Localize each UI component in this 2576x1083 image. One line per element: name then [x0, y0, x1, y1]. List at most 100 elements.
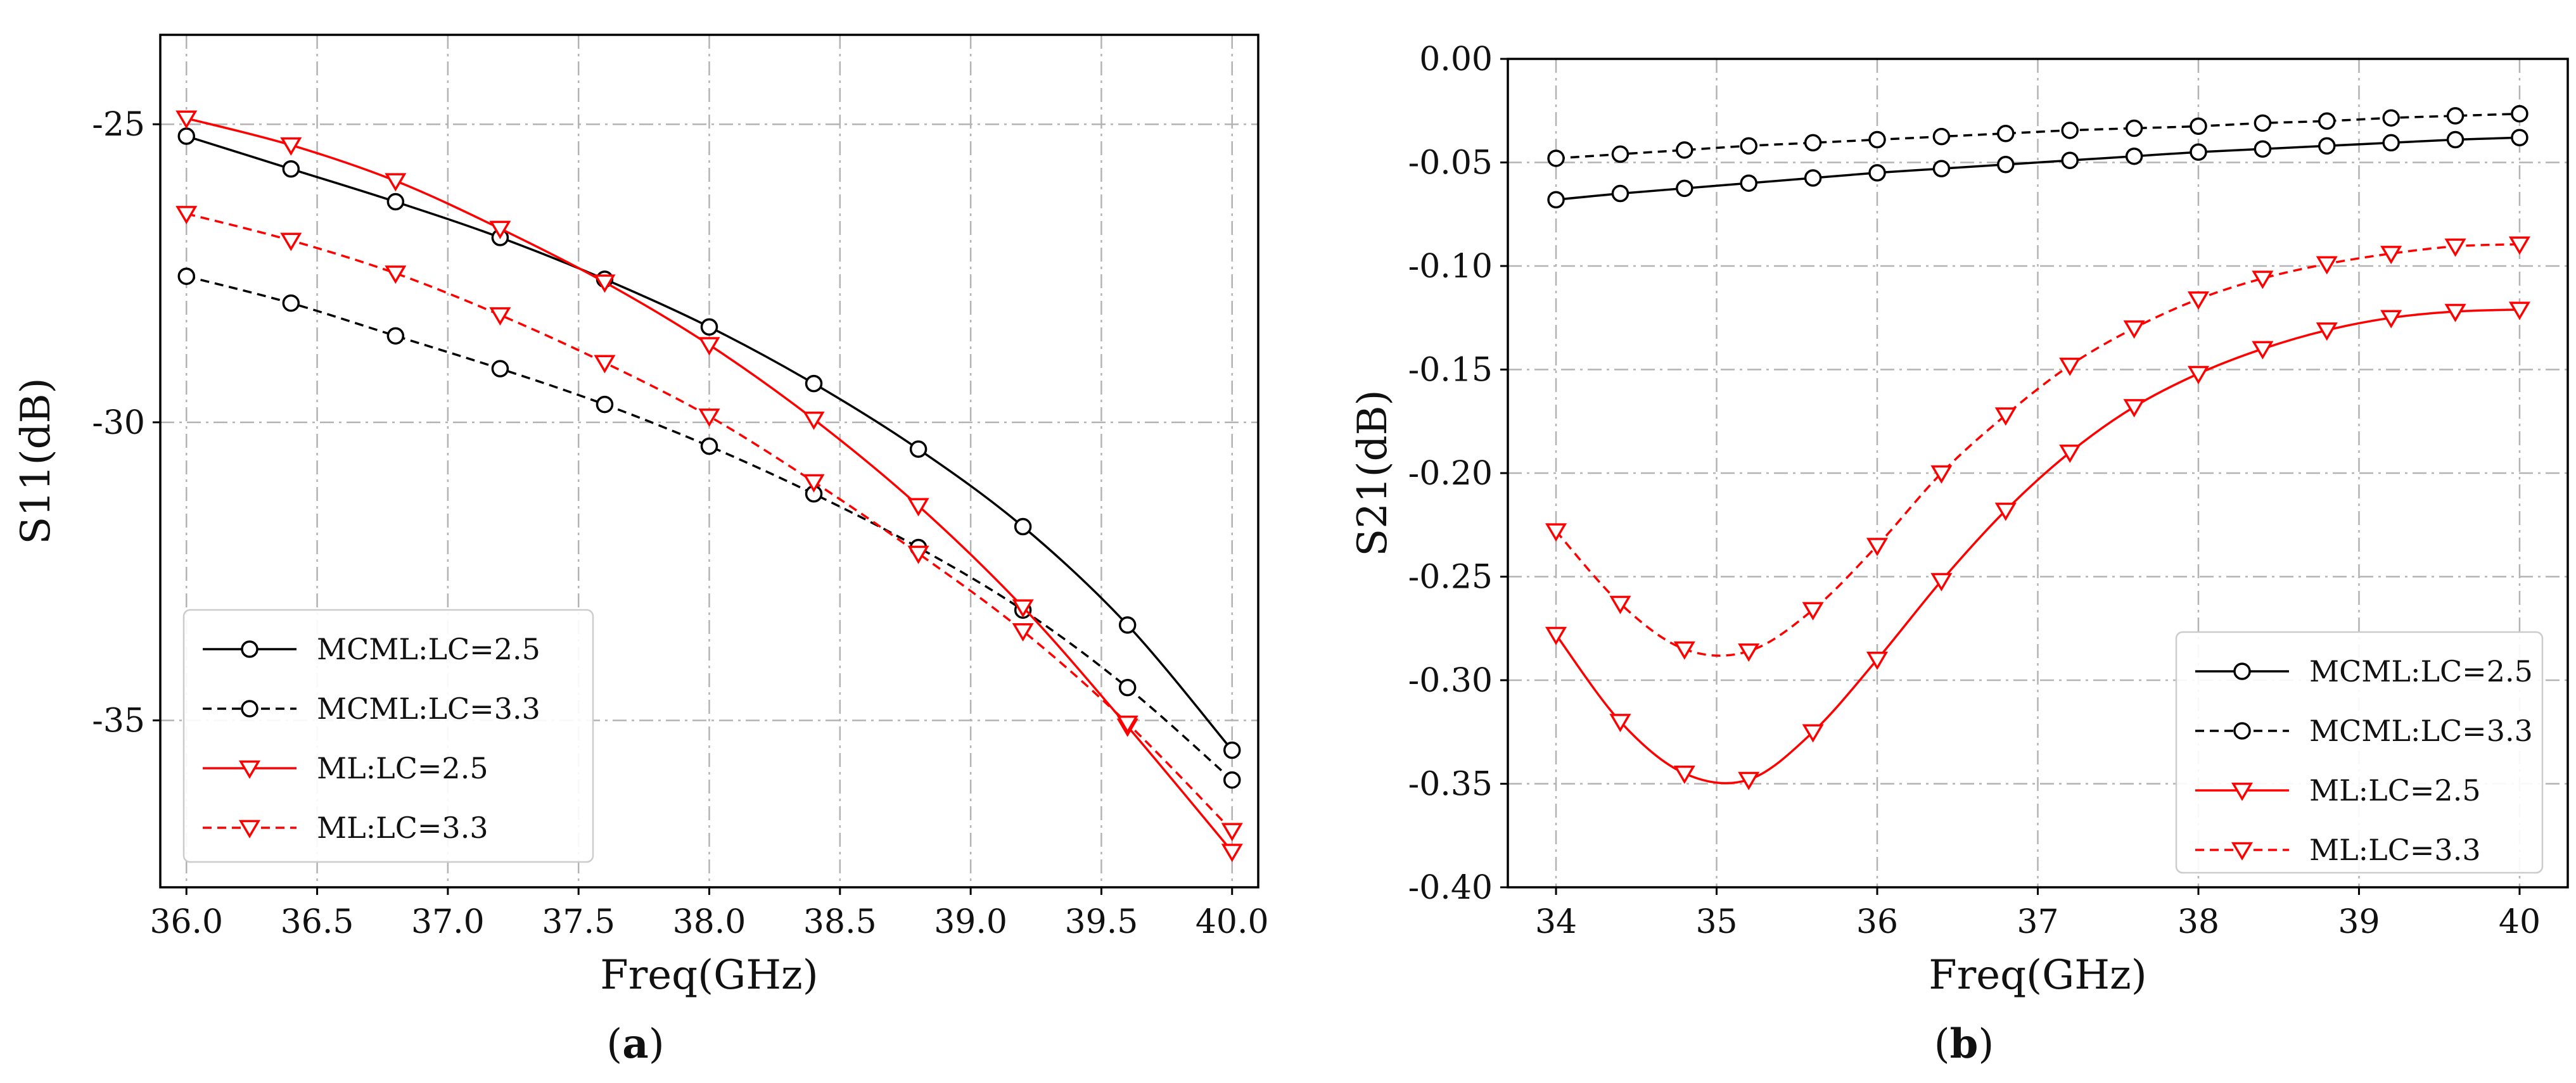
series-a-2	[175, 110, 1243, 863]
data-point-a-3-8	[1012, 623, 1034, 642]
legend-marker-b-0	[2233, 662, 2251, 680]
x-tick-label-b-1: 35	[1695, 903, 1737, 941]
caption-a-letter: a	[622, 1020, 648, 1068]
y-tick-label-b-8: -0.40	[1408, 869, 1493, 907]
data-point-a-2-10	[1221, 844, 1243, 863]
x-tick-label-a-5: 38.5	[803, 903, 877, 941]
legend-marker-b-2	[2231, 782, 2254, 801]
data-point-a-3-5	[698, 408, 720, 428]
data-point-b-0-11	[2254, 140, 2272, 158]
data-point-a-3-10	[1221, 823, 1243, 842]
data-point-a-1-2	[386, 327, 405, 345]
data-point-b-3-13	[2380, 246, 2402, 265]
series-b-2	[1545, 301, 2531, 790]
data-point-b-3-11	[2252, 270, 2274, 289]
series-a-1	[177, 267, 1241, 789]
data-point-b-1-4	[1804, 134, 1822, 152]
data-point-a-1-3	[491, 360, 509, 377]
series-b-1	[1547, 104, 2528, 167]
data-point-b-1-10	[2190, 117, 2207, 136]
x-axis-label-b: Freq(GHz)	[1929, 952, 2146, 999]
x-tick-label-a-1: 36.5	[281, 903, 354, 941]
y-tick-label-b-2: -0.10	[1408, 248, 1493, 286]
data-point-a-1-5	[700, 437, 718, 455]
data-point-a-3-0	[175, 206, 198, 225]
data-point-a-3-4	[594, 355, 616, 374]
legend-b: MCML:LC=2.5 MCML:LC=3.3 ML:LC=2.5 ML:LC=3.3	[2175, 631, 2544, 874]
data-point-b-2-12	[2316, 322, 2338, 341]
legend-label-a-3: ML:LC=3.3	[317, 811, 488, 845]
legend-label-a-2: ML:LC=2.5	[317, 751, 488, 785]
data-point-b-2-4	[1802, 724, 1824, 743]
y-tick-label-b-4: -0.20	[1408, 455, 1493, 493]
series-line-a-3	[186, 212, 1233, 832]
data-point-a-1-0	[177, 267, 196, 285]
data-point-b-3-15	[2508, 236, 2531, 255]
data-point-a-3-1	[280, 232, 302, 251]
data-point-a-2-0	[175, 110, 198, 129]
data-point-a-2-8	[1012, 599, 1034, 618]
data-point-b-3-3	[1738, 643, 1760, 662]
data-point-a-0-8	[1014, 517, 1032, 536]
data-point-b-1-14	[2446, 107, 2464, 125]
data-point-a-2-3	[489, 220, 511, 239]
data-point-b-1-5	[1868, 130, 1886, 149]
data-point-b-0-6	[1932, 160, 1951, 178]
data-point-a-1-1	[282, 294, 300, 312]
data-point-b-1-9	[2125, 119, 2143, 137]
x-tick-label-b-4: 38	[2177, 903, 2219, 941]
x-tick-label-b-6: 40	[2499, 903, 2541, 941]
legend-box-b	[2175, 631, 2544, 874]
data-point-b-1-13	[2382, 109, 2400, 127]
legend-marker-a-2	[238, 760, 261, 779]
data-point-b-2-0	[1545, 626, 1567, 645]
data-point-b-0-13	[2382, 134, 2400, 152]
data-point-b-3-1	[1609, 595, 1631, 614]
y-tick-label-b-1: -0.05	[1408, 144, 1493, 182]
series-b-0	[1547, 129, 2528, 209]
data-point-b-3-9	[2123, 320, 2145, 339]
data-point-b-0-5	[1868, 164, 1886, 182]
x-tick-label-a-4: 38.0	[673, 903, 746, 941]
chart-panel-a: 36.0 36.5 37.0 37.5 38.0 38.5 39.0 39.5 40.0 -25 -…	[13, 34, 1269, 999]
data-point-b-2-14	[2444, 303, 2466, 322]
data-point-b-2-6	[1930, 573, 1953, 592]
chart-panel-b: 34 35 36 37 38 39 40 0.00 -0.05 -0.10 -0.15 -0.20 -0…	[1349, 41, 2569, 999]
data-point-a-2-4	[594, 274, 616, 293]
series-line-b-0	[1555, 136, 2520, 201]
data-point-a-3-2	[385, 265, 407, 284]
data-point-b-2-15	[2508, 301, 2531, 320]
data-point-b-2-7	[1994, 502, 2017, 521]
legend-label-a-0: MCML:LC=2.5	[317, 632, 540, 666]
caption-a: (a)	[606, 1020, 664, 1068]
data-point-b-3-7	[1994, 407, 2017, 426]
data-point-a-2-6	[803, 411, 825, 430]
data-point-b-3-12	[2316, 256, 2338, 275]
legend-label-b-0: MCML:LC=2.5	[2309, 654, 2533, 688]
data-point-a-0-10	[1223, 741, 1241, 759]
x-tick-label-a-3: 37.5	[542, 903, 615, 941]
data-point-b-1-15	[2511, 104, 2528, 123]
data-point-b-3-4	[1802, 602, 1824, 621]
legend-a: MCML:LC=2.5 MCML:LC=3.3 ML:LC=2.5 ML:LC=3.3	[182, 609, 594, 863]
data-point-b-1-3	[1740, 137, 1757, 155]
series-a-3	[175, 206, 1243, 842]
data-point-b-1-6	[1932, 127, 1951, 146]
y-tick-label-b-6: -0.30	[1408, 662, 1493, 700]
data-point-a-3-9	[1116, 715, 1138, 734]
data-point-a-0-2	[386, 193, 405, 211]
y-tick-label-a-2: -35	[92, 702, 145, 740]
x-tick-label-a-0: 36.0	[150, 903, 223, 941]
series-line-b-1	[1555, 112, 2520, 160]
data-point-a-2-1	[280, 137, 302, 156]
data-point-b-3-0	[1545, 523, 1567, 542]
data-point-a-0-5	[700, 318, 718, 336]
legend-label-b-2: ML:LC=2.5	[2309, 773, 2481, 808]
data-point-a-0-6	[805, 374, 823, 393]
data-point-b-3-5	[1866, 538, 1889, 557]
data-point-b-3-6	[1930, 465, 1953, 484]
x-tick-label-a-8: 40.0	[1196, 903, 1269, 941]
data-point-b-0-10	[2190, 143, 2207, 161]
